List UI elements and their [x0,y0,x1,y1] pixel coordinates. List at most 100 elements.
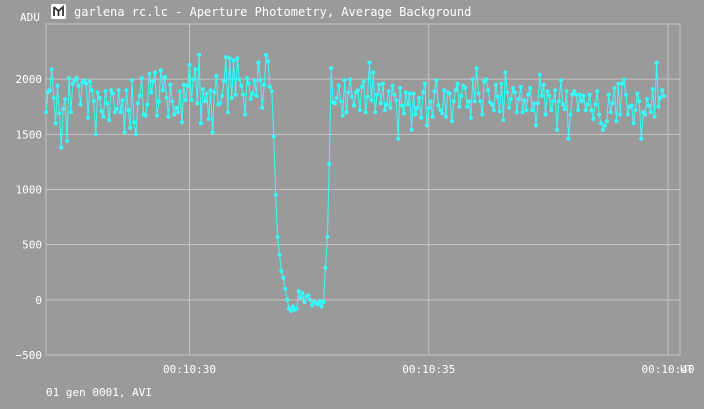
data-point [229,95,234,100]
data-point [281,275,286,280]
data-point [176,110,181,115]
y-axis-label: ADU [20,11,40,24]
data-point [518,84,523,89]
data-point [277,252,282,257]
data-point [656,104,661,109]
data-point [424,123,429,128]
data-point [95,90,100,95]
data-point [114,107,119,111]
data-point [455,81,460,86]
data-point [321,300,326,304]
data-point [193,67,198,72]
data-point [396,136,401,141]
data-point [290,304,295,309]
x-tick-label: 00:10:40 [642,363,695,376]
data-point [501,118,506,122]
data-point [472,99,477,104]
data-point [505,90,510,95]
data-point [61,107,66,111]
data-point [74,76,79,81]
data-point [93,132,98,137]
data-point [187,62,192,67]
data-point [478,99,483,104]
data-point [623,92,628,97]
data-point [512,90,517,95]
data-point [382,108,387,113]
data-point [447,91,452,96]
data-point [490,102,494,107]
data-point [76,83,81,88]
data-point [386,89,391,94]
data-point [128,125,133,130]
data-point [266,59,270,64]
y-tick-label: 500 [22,239,42,252]
data-point [658,95,663,100]
data-point [493,82,498,87]
data-point [564,89,569,94]
data-point [258,78,263,83]
y-tick-label: 2000 [16,73,43,86]
data-point [191,77,196,82]
data-point [591,116,596,121]
data-point [357,108,362,113]
data-point [109,88,114,93]
data-point [208,88,213,93]
data-point [451,99,456,104]
data-point [223,55,228,60]
data-point [340,113,345,118]
data-point [135,101,140,106]
data-point [225,110,230,115]
data-point [105,101,110,106]
data-point [635,91,640,96]
data-point [197,52,202,57]
data-point [306,293,311,298]
data-point [392,92,397,97]
data-point [206,116,211,121]
data-point [317,298,322,303]
data-point [524,108,529,113]
data-point [65,139,70,143]
data-point [384,102,389,107]
data-point [53,121,58,126]
data-point [394,98,399,103]
data-point [436,103,441,108]
data-point [155,113,159,118]
data-point [608,110,613,115]
data-point [325,234,330,239]
data-point [214,73,219,78]
data-point [616,81,621,86]
data-point [254,93,259,98]
data-point [522,98,527,103]
data-point [59,145,64,150]
data-point [346,90,351,95]
y-tick-labels: −500 0 500 1000 1500 2000 [16,73,43,362]
data-point [78,102,83,107]
data-point [650,87,655,92]
data-point [442,88,447,93]
data-point [547,93,552,98]
data-point [338,99,343,104]
data-point [558,78,563,83]
data-point [606,92,611,97]
data-point [375,92,380,97]
data-point [361,79,366,84]
data-point [356,88,360,93]
data-point [107,118,112,122]
data-point [359,84,364,89]
grid [45,23,681,356]
data-point [499,81,504,86]
data-point [444,114,448,119]
data-point [168,82,173,87]
data-point [553,88,558,93]
data-point [262,82,267,87]
data-point [153,70,158,75]
data-point [535,101,540,106]
data-point [285,297,290,302]
data-point [112,110,117,115]
data-point [614,119,619,124]
data-point [122,130,127,135]
data-point [158,68,163,73]
data-point [543,112,548,117]
data-point [139,76,144,81]
